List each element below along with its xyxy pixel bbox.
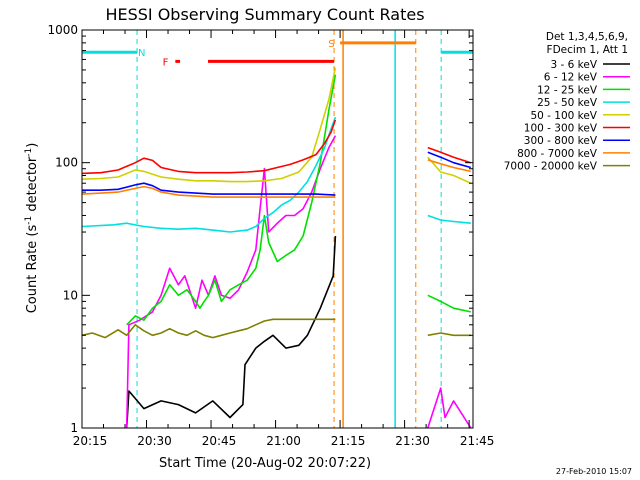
timestamp: 27-Feb-2010 15:07 xyxy=(556,467,632,476)
flag-f-label: F xyxy=(163,57,169,68)
y-axis-label-mid: detector xyxy=(25,156,40,216)
series-line-2 xyxy=(126,74,471,326)
flag-n-label: N xyxy=(138,48,145,59)
series-line-3 xyxy=(81,116,471,233)
legend-label: 300 - 800 keV xyxy=(524,135,598,147)
y-axis-label-sup1: -1 xyxy=(24,216,34,225)
series-line-4 xyxy=(81,67,472,184)
x-tick-label: 20:45 xyxy=(202,434,237,448)
plot-background xyxy=(82,30,473,428)
x-tick-label: 21:00 xyxy=(266,434,301,448)
x-axis-label: Start Time (20-Aug-02 20:07:22) xyxy=(159,456,371,471)
y-tick-label: 100 xyxy=(55,156,78,170)
plot-area xyxy=(82,30,473,428)
legend-label: 3 - 6 keV xyxy=(550,59,597,71)
x-tick-label: 20:30 xyxy=(137,434,172,448)
x-tick-label: 21:45 xyxy=(460,434,495,448)
y-tick-label: 1000 xyxy=(47,23,78,37)
legend-label: 50 - 100 keV xyxy=(530,110,597,122)
legend-label: 12 - 25 keV xyxy=(537,84,598,96)
observing-flags: N S F xyxy=(82,30,473,428)
series-line-8 xyxy=(81,318,471,339)
y-axis-label-main: Count Rate (s xyxy=(25,225,40,314)
legend-label: 800 - 7000 keV xyxy=(517,148,598,160)
legend-header-line: Det 1,3,4,5,6,9, xyxy=(546,31,628,43)
x-tick-label: 20:15 xyxy=(73,434,108,448)
legend-label: 7000 - 20000 keV xyxy=(504,161,598,173)
series-line-0 xyxy=(125,235,337,429)
y-axis-label: Count Rate (s-1 detector-1) xyxy=(24,143,40,314)
series-line-6 xyxy=(82,151,472,196)
y-tick-label: 10 xyxy=(63,288,78,302)
series-line-1 xyxy=(125,135,472,429)
axes-frame xyxy=(81,29,474,429)
axes: 1 10 100 1000 20:15 20:30 20:45 21:00 21:15 21:30… xyxy=(47,23,494,448)
legend-label: 100 - 300 keV xyxy=(524,123,598,135)
x-tick-label: 21:15 xyxy=(331,434,366,448)
y-tick-label: 1 xyxy=(70,421,78,435)
series-layer xyxy=(81,67,472,429)
legend-header-line: FDecim 1, Att 1 xyxy=(547,44,628,56)
legend: Det 1,3,4,5,6,9,FDecim 1, Att 1 3 - 6 keV… xyxy=(504,31,630,173)
y-axis-label-end: ) xyxy=(25,143,40,148)
series-line-5 xyxy=(81,119,472,175)
x-tick-label: 21:30 xyxy=(395,434,430,448)
flag-s-label: S xyxy=(328,39,334,50)
y-axis-label-sup2: -1 xyxy=(24,148,34,157)
legend-label: 25 - 50 keV xyxy=(537,97,598,109)
legend-label: 6 - 12 keV xyxy=(544,72,598,84)
chart-title: HESSI Observing Summary Count Rates xyxy=(105,5,424,24)
series-line-7 xyxy=(81,159,471,198)
